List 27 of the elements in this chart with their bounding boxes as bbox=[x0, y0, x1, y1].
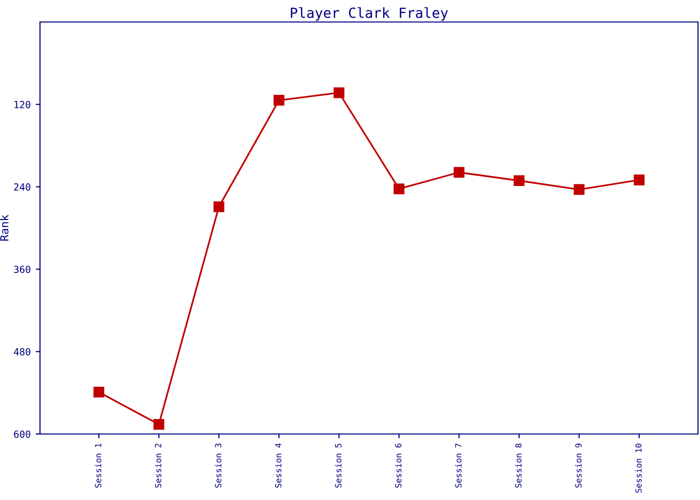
point bbox=[514, 175, 524, 186]
y-tick-label: 600 bbox=[14, 430, 30, 438]
x-tick-label: Session 5 bbox=[334, 444, 342, 488]
x-tick-label: Session 7 bbox=[455, 444, 462, 488]
x-tick-label: Session 6 bbox=[395, 444, 402, 488]
x-tick-label: Session 2 bbox=[154, 444, 162, 488]
point bbox=[634, 174, 645, 186]
y-tick-label: 360 bbox=[14, 266, 30, 274]
x-tick-label: Session 3 bbox=[214, 444, 222, 488]
x-tick-label: Session 1 bbox=[94, 444, 102, 488]
x-tick-label: Session 4 bbox=[274, 443, 282, 488]
point bbox=[153, 419, 164, 430]
y-tick-label: 480 bbox=[14, 348, 30, 356]
chart-title: Player Clark Fraley bbox=[290, 7, 448, 21]
y-tick-label: 120 bbox=[14, 100, 30, 108]
point bbox=[214, 201, 224, 212]
point bbox=[334, 87, 344, 98]
point bbox=[274, 94, 284, 106]
point bbox=[574, 184, 585, 195]
y-tick-label: 240 bbox=[14, 183, 30, 191]
point bbox=[93, 386, 104, 398]
x-tick-label: Session 9 bbox=[575, 444, 582, 488]
point bbox=[454, 167, 464, 178]
x-tick-label: Session 10 bbox=[635, 444, 642, 493]
point bbox=[394, 183, 404, 194]
y-axis-title: Rank bbox=[0, 214, 8, 241]
x-tick-label: Session 8 bbox=[515, 444, 522, 488]
